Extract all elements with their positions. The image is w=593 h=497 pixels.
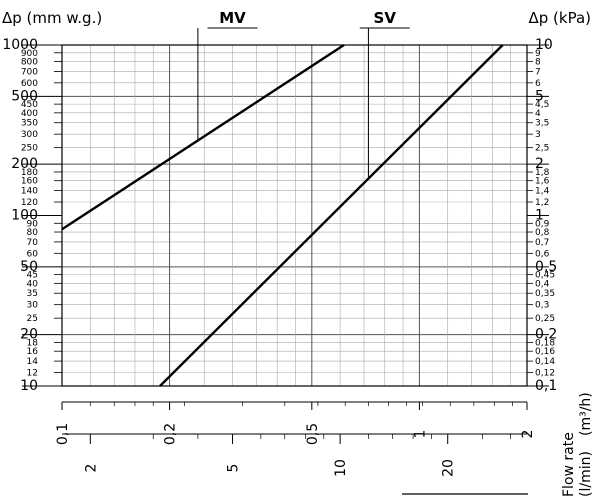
y-right-minor-label: 6: [535, 79, 541, 89]
y-left-tick-label: 200: [11, 156, 38, 172]
y-left-minor-label: 16: [27, 347, 39, 357]
y-right-axis-label: Δp (kPa): [528, 9, 591, 27]
y-left-minor-label: 140: [21, 187, 38, 197]
x-axis-lmin: 2 5 10 20: [62, 433, 527, 477]
y-left-minor-label: 400: [21, 109, 38, 119]
y-left-minor-label: 350: [21, 119, 38, 129]
y-left-minor-label: 160: [21, 177, 38, 187]
y-left-axis-label: Δp (mm w.g.): [2, 9, 102, 27]
y-right-tick-label: 10: [535, 37, 553, 53]
y-left-minor-label: 35: [27, 289, 38, 299]
y-right-minor-label: 0,6: [535, 249, 550, 259]
y-right-tick-label: 1: [535, 208, 544, 224]
y-right-minor-label: 4: [535, 109, 541, 119]
y-left-minor-label: 40: [27, 279, 39, 289]
flow-rate-label: Flow rate: [561, 432, 577, 497]
y-right-tick-label: 0,1: [535, 378, 557, 394]
y-left-minor-label: 180: [21, 168, 38, 178]
y-left-minor-label: 800: [21, 58, 38, 68]
y-right-minor-label: 0,4: [535, 279, 550, 289]
y-right-tick-label: 0,2: [535, 327, 557, 343]
y-left-minor-label: 25: [27, 314, 38, 324]
right-axis-ticks: 10 5 2 1 0,5 0,2 0,1 987 6 4,543,53 2,5 1,81,61,41,…: [527, 37, 557, 394]
y-right-minor-label: 2,5: [535, 144, 549, 154]
y-right-minor-label: 0,18: [535, 338, 555, 348]
y-left-minor-label: 30: [27, 301, 39, 311]
y-right-minor-label: 0,12: [535, 368, 555, 378]
unit-m3h-label: (m³/h): [578, 392, 593, 436]
series-line-sv: [159, 44, 504, 387]
y-right-tick-label: 5: [535, 88, 544, 104]
unit-lmin-label: (l/min): [578, 451, 593, 497]
y-right-minor-label: 0,3: [535, 301, 549, 311]
y-left-minor-label: 300: [21, 130, 38, 140]
y-right-minor-label: 8: [535, 58, 541, 68]
y-left-minor-label: 450: [21, 100, 38, 110]
y-right-minor-label: 0,25: [535, 314, 555, 324]
y-right-minor-label: 7: [535, 67, 541, 77]
y-left-tick-label: 1000: [2, 37, 38, 53]
y-left-minor-label: 18: [27, 338, 39, 348]
y-right-minor-label: 0,16: [535, 347, 555, 357]
y-right-minor-label: 0,8: [535, 228, 550, 238]
y-left-tick-label: 500: [11, 88, 38, 104]
x-lmin-tick-label: 20: [441, 459, 457, 477]
x-axis-m3h: 0,1 0,2 0,5 1 2: [55, 401, 536, 445]
series-line-mv: [61, 43, 345, 231]
x-lmin-tick-label: 5: [226, 464, 242, 473]
y-left-minor-label: 70: [27, 238, 39, 248]
y-right-minor-label: 3: [535, 130, 541, 140]
y-left-minor-label: 45: [27, 271, 38, 281]
y-right-minor-label: 1,8: [535, 168, 550, 178]
y-right-minor-label: 3,5: [535, 119, 549, 129]
y-left-minor-label: 12: [27, 368, 38, 378]
x-m3h-tick-label: 2: [520, 430, 536, 439]
y-left-minor-label: 120: [21, 198, 38, 208]
y-left-minor-label: 700: [21, 67, 38, 77]
y-right-minor-label: 1,6: [535, 177, 550, 187]
y-left-minor-label: 60: [27, 249, 39, 259]
y-left-minor-label: 250: [21, 144, 38, 154]
series-lines: [61, 43, 504, 387]
y-right-minor-label: 0,9: [535, 219, 550, 229]
y-left-minor-label: 90: [27, 219, 39, 229]
chart-grid: [62, 45, 527, 386]
series-callouts: MV SV: [197, 9, 410, 179]
y-right-minor-label: 1,4: [535, 187, 550, 197]
y-right-minor-label: 9: [535, 49, 541, 59]
y-right-minor-label: 4,5: [535, 100, 549, 110]
y-right-minor-label: 1,2: [535, 198, 549, 208]
y-left-minor-label: 600: [21, 79, 38, 89]
series-label-sv: SV: [374, 9, 397, 27]
y-left-minor-label: 900: [21, 49, 38, 59]
y-left-tick-label: 20: [20, 327, 38, 343]
series-label-mv: MV: [219, 9, 246, 27]
y-right-tick-label: 0,5: [535, 259, 557, 275]
y-right-minor-label: 0,7: [535, 238, 549, 248]
x-lmin-tick-label: 2: [83, 464, 99, 473]
y-left-minor-label: 14: [27, 357, 39, 367]
y-left-tick-label: 50: [20, 259, 38, 275]
y-left-tick-label: 10: [20, 378, 38, 394]
y-right-minor-label: 0,45: [535, 271, 555, 281]
y-left-tick-label: 100: [11, 208, 38, 224]
x-lmin-tick-label: 10: [333, 459, 349, 477]
y-left-minor-label: 80: [27, 228, 39, 238]
y-right-minor-label: 0,35: [535, 289, 555, 299]
y-right-tick-label: 2: [535, 156, 544, 172]
y-right-minor-label: 0,14: [535, 357, 555, 367]
